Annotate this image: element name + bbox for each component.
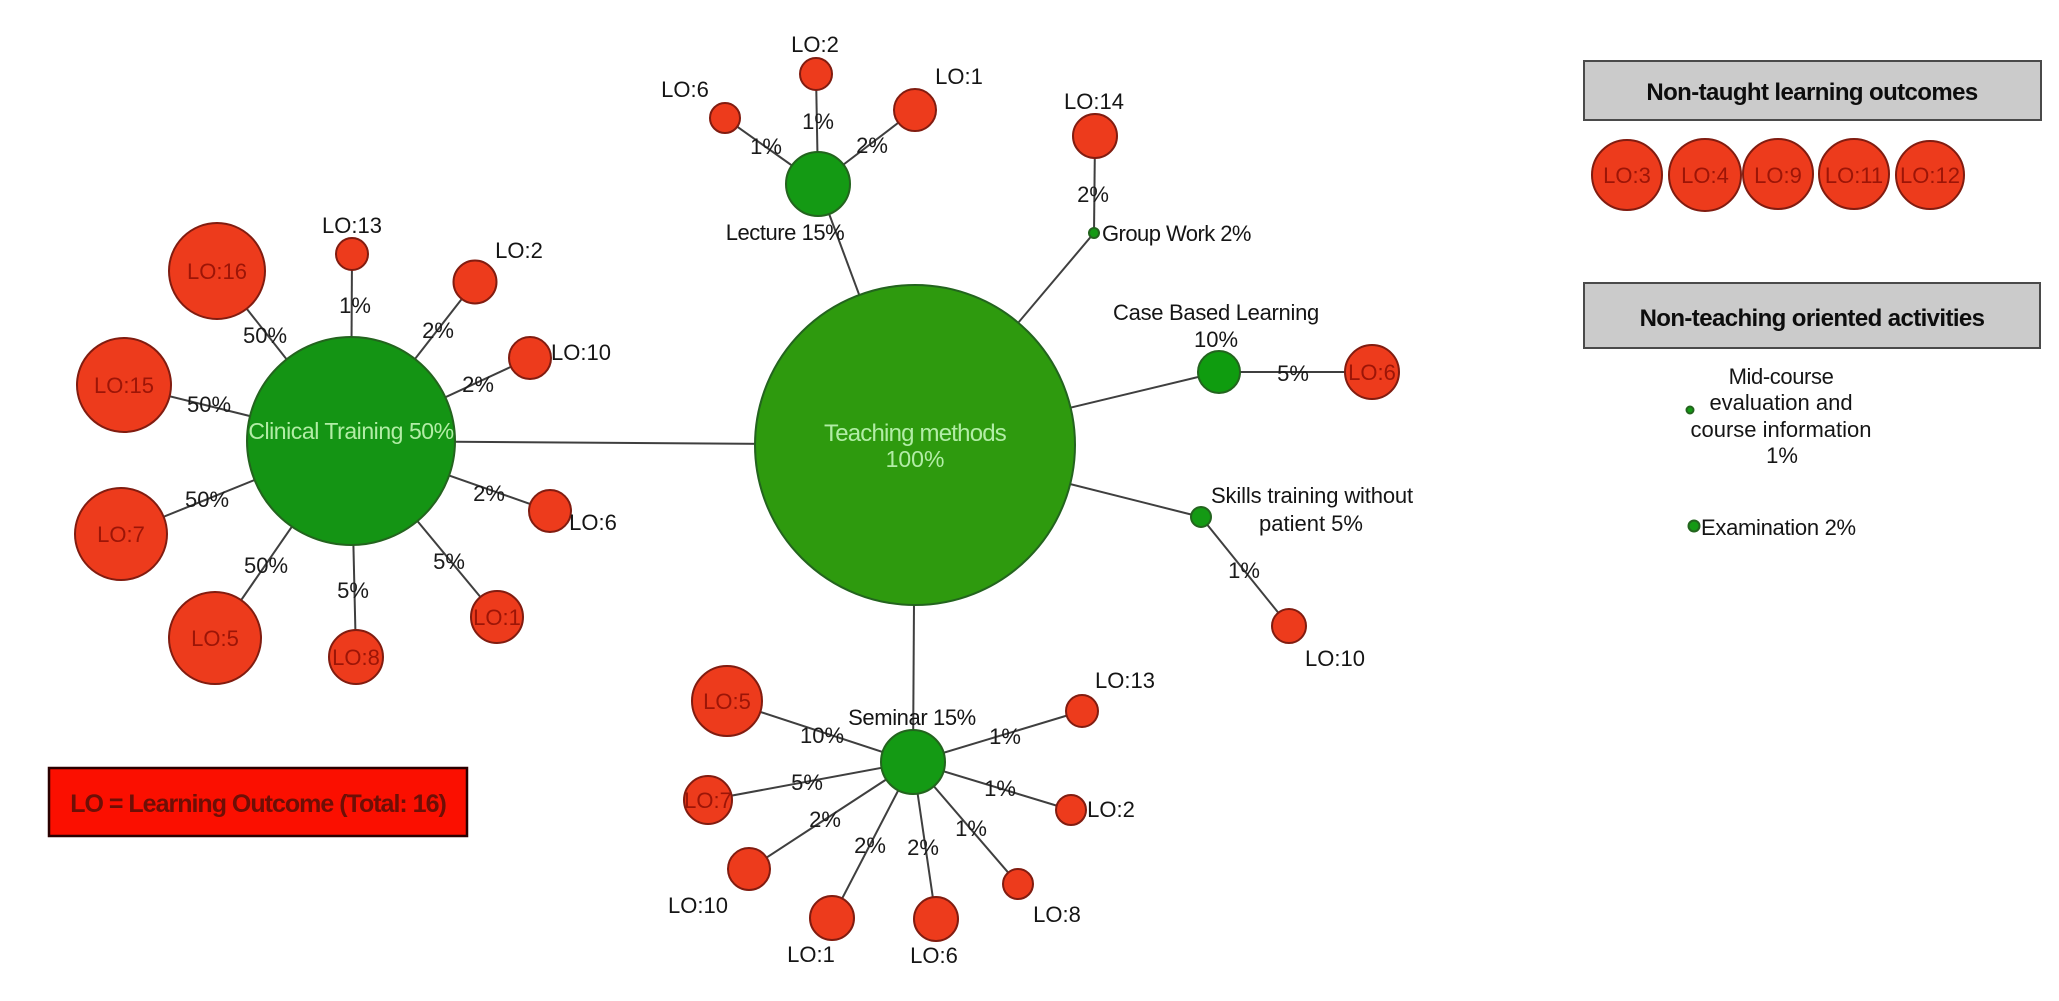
svg-text:50%: 50% bbox=[243, 323, 287, 348]
svg-text:1%: 1% bbox=[802, 109, 834, 134]
svg-text:LO:9: LO:9 bbox=[1754, 163, 1802, 188]
svg-text:LO:10: LO:10 bbox=[551, 340, 611, 365]
svg-text:evaluation and: evaluation and bbox=[1709, 390, 1852, 415]
svg-text:5%: 5% bbox=[337, 578, 369, 603]
svg-text:LO:11: LO:11 bbox=[1825, 163, 1883, 188]
svg-text:LO:13: LO:13 bbox=[1095, 668, 1155, 693]
svg-text:50%: 50% bbox=[244, 553, 288, 578]
svg-text:2%: 2% bbox=[422, 318, 454, 343]
svg-text:LO:13: LO:13 bbox=[322, 213, 382, 238]
svg-text:LO:7: LO:7 bbox=[684, 788, 732, 813]
svg-text:5%: 5% bbox=[1277, 361, 1309, 386]
svg-text:LO:6: LO:6 bbox=[1348, 360, 1396, 385]
svg-text:50%: 50% bbox=[185, 487, 229, 512]
svg-text:5%: 5% bbox=[433, 549, 465, 574]
svg-text:2%: 2% bbox=[462, 372, 494, 397]
svg-text:1%: 1% bbox=[955, 816, 987, 841]
svg-text:2%: 2% bbox=[809, 807, 841, 832]
svg-text:LO:1: LO:1 bbox=[787, 942, 835, 967]
svg-text:1%: 1% bbox=[750, 134, 782, 159]
svg-text:LO:5: LO:5 bbox=[703, 689, 751, 714]
svg-text:2%: 2% bbox=[473, 481, 505, 506]
svg-text:LO:4: LO:4 bbox=[1681, 163, 1729, 188]
svg-text:LO:7: LO:7 bbox=[97, 522, 145, 547]
svg-text:Examination 2%: Examination 2% bbox=[1701, 515, 1856, 540]
svg-text:1%: 1% bbox=[1766, 443, 1798, 468]
svg-text:LO:1: LO:1 bbox=[473, 605, 521, 630]
svg-text:1%: 1% bbox=[339, 293, 371, 318]
svg-text:Case Based Learning: Case Based Learning bbox=[1113, 300, 1319, 325]
svg-text:Non-taught learning outcomes: Non-taught learning outcomes bbox=[1646, 79, 1977, 106]
svg-text:LO:12: LO:12 bbox=[1900, 163, 1960, 188]
svg-text:10%: 10% bbox=[800, 723, 844, 748]
svg-text:1%: 1% bbox=[989, 724, 1021, 749]
svg-text:Skills training without: Skills training without bbox=[1211, 483, 1413, 508]
svg-text:100%: 100% bbox=[886, 446, 945, 472]
svg-text:LO:10: LO:10 bbox=[668, 893, 728, 918]
svg-text:2%: 2% bbox=[856, 133, 888, 158]
svg-text:LO:2: LO:2 bbox=[1087, 797, 1135, 822]
svg-text:LO:15: LO:15 bbox=[94, 373, 154, 398]
svg-text:LO:6: LO:6 bbox=[910, 943, 958, 968]
svg-text:LO:6: LO:6 bbox=[569, 510, 617, 535]
svg-text:LO = Learning Outcome (Total:: LO = Learning Outcome (Total: 16) bbox=[70, 790, 446, 818]
svg-text:LO:1: LO:1 bbox=[935, 64, 983, 89]
svg-text:50%: 50% bbox=[187, 392, 231, 417]
svg-text:Mid-course: Mid-course bbox=[1729, 364, 1834, 389]
svg-text:Lecture 15%: Lecture 15% bbox=[726, 220, 845, 245]
svg-text:Teaching methods: Teaching methods bbox=[824, 420, 1007, 447]
svg-text:LO:2: LO:2 bbox=[495, 238, 543, 263]
svg-text:LO:3: LO:3 bbox=[1603, 163, 1651, 188]
svg-text:Non-teaching oriented activiti: Non-teaching oriented activities bbox=[1640, 305, 1985, 332]
svg-text:Clinical Training 50%: Clinical Training 50% bbox=[248, 418, 453, 444]
svg-text:LO:8: LO:8 bbox=[332, 645, 380, 670]
svg-text:LO:10: LO:10 bbox=[1305, 646, 1365, 671]
svg-text:LO:5: LO:5 bbox=[191, 626, 239, 651]
svg-text:LO:6: LO:6 bbox=[661, 77, 709, 102]
svg-text:Seminar 15%: Seminar 15% bbox=[848, 705, 976, 730]
svg-text:course information: course information bbox=[1691, 417, 1872, 442]
svg-text:LO:2: LO:2 bbox=[791, 32, 839, 57]
svg-text:LO:8: LO:8 bbox=[1033, 902, 1081, 927]
svg-text:10%: 10% bbox=[1194, 327, 1238, 352]
svg-text:LO:16: LO:16 bbox=[187, 259, 247, 284]
svg-text:5%: 5% bbox=[791, 770, 823, 795]
svg-text:1%: 1% bbox=[1228, 558, 1260, 583]
svg-text:patient 5%: patient 5% bbox=[1259, 511, 1363, 536]
svg-text:2%: 2% bbox=[1077, 182, 1109, 207]
svg-text:LO:14: LO:14 bbox=[1064, 89, 1124, 114]
svg-text:Group Work 2%: Group Work 2% bbox=[1102, 221, 1251, 246]
svg-text:1%: 1% bbox=[984, 776, 1016, 801]
svg-text:2%: 2% bbox=[907, 835, 939, 860]
svg-text:2%: 2% bbox=[854, 833, 886, 858]
